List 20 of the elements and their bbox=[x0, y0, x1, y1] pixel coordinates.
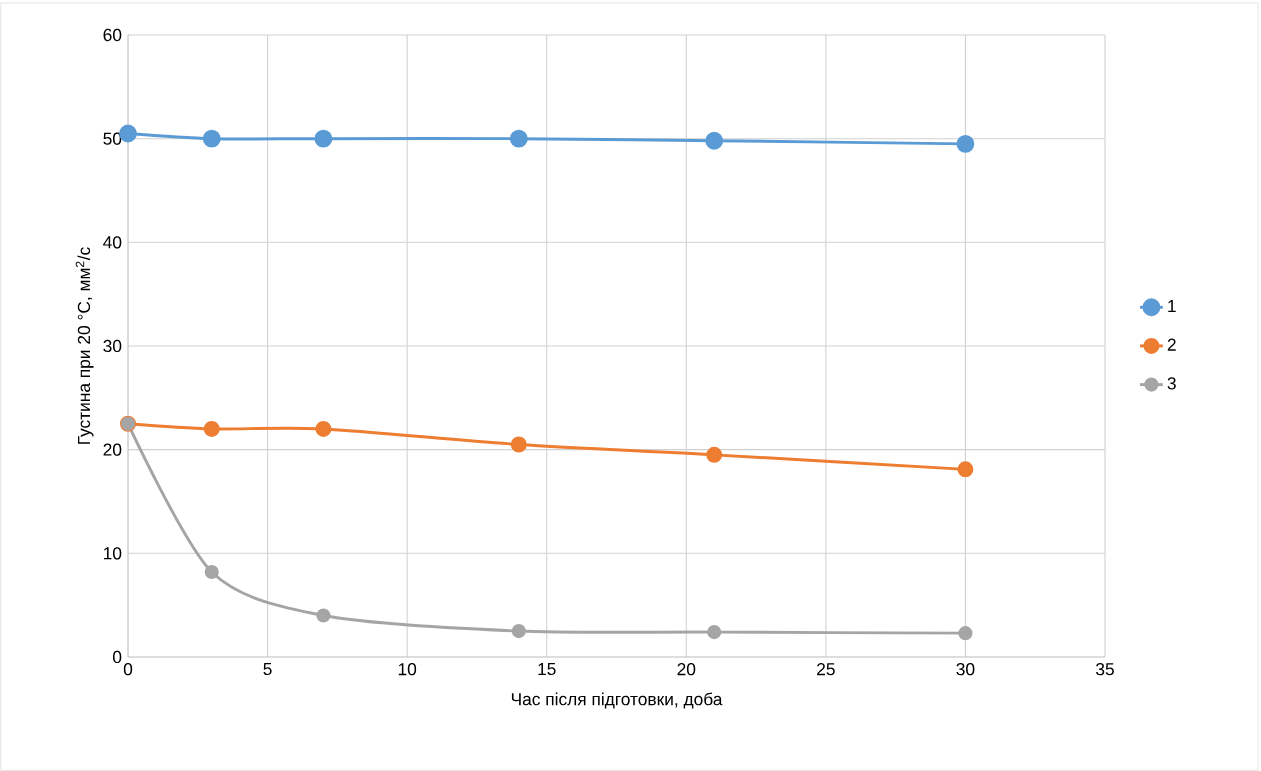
y-tick-label: 30 bbox=[103, 339, 122, 353]
x-axis-title: Час після підготовки, доба bbox=[511, 692, 723, 709]
x-tick-label: 25 bbox=[817, 663, 835, 676]
x-tick-label: 0 bbox=[123, 663, 133, 676]
x-tick-label: 5 bbox=[263, 663, 272, 676]
x-tick-label: 35 bbox=[1096, 663, 1114, 676]
y-tick-label: 20 bbox=[103, 443, 122, 456]
y-tick-label: 60 bbox=[103, 28, 122, 42]
x-tick-label: 10 bbox=[398, 663, 417, 676]
y-tick-label: 50 bbox=[103, 132, 122, 145]
legend-label: 2 bbox=[1167, 338, 1176, 351]
y-tick-label: 0 bbox=[112, 650, 122, 664]
x-tick-label: 30 bbox=[956, 663, 975, 676]
legend-label: 3 bbox=[1167, 377, 1176, 390]
y-tick-label: 40 bbox=[103, 236, 122, 249]
legend-label: 1 bbox=[1168, 300, 1176, 312]
y-tick-label: 10 bbox=[104, 547, 122, 560]
x-tick-label: 20 bbox=[677, 663, 696, 676]
y-axis-title: Густина при 20 °С, мм$^{2}$/с bbox=[75, 247, 94, 444]
x-tick-label: 15 bbox=[538, 663, 556, 676]
